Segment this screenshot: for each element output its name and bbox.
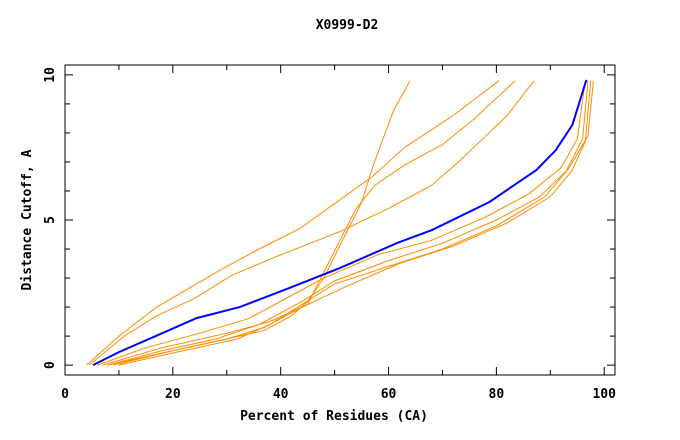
x-axis-label: Percent of Residues (CA) bbox=[240, 409, 428, 424]
series-line-orange-6 bbox=[107, 80, 589, 366]
x-tick-label: 60 bbox=[381, 387, 397, 402]
chart-title: X0999-D2 bbox=[316, 18, 379, 33]
y-tick-label: 10 bbox=[43, 67, 58, 83]
series-line-orange-1 bbox=[86, 80, 500, 366]
y-tick-label: 5 bbox=[43, 216, 58, 224]
series-line-orange-7 bbox=[113, 80, 592, 366]
series-line-orange-4 bbox=[102, 80, 516, 366]
plot-frame bbox=[64, 64, 616, 376]
y-tick-label: 0 bbox=[43, 361, 58, 369]
x-tick-label: 100 bbox=[592, 387, 616, 402]
x-tick-label: 20 bbox=[165, 387, 181, 402]
y-axis-label: Distance Cutoff, A bbox=[20, 149, 35, 290]
x-tick-label: 40 bbox=[273, 387, 289, 402]
x-tick-label: 0 bbox=[61, 387, 69, 402]
series-line-orange-8 bbox=[118, 80, 594, 366]
series-line-orange-3 bbox=[107, 80, 411, 366]
series-line-orange-5 bbox=[97, 80, 586, 366]
x-tick-label: 80 bbox=[489, 387, 505, 402]
series-line-orange-2 bbox=[88, 80, 535, 366]
series-line-blue bbox=[92, 79, 588, 366]
